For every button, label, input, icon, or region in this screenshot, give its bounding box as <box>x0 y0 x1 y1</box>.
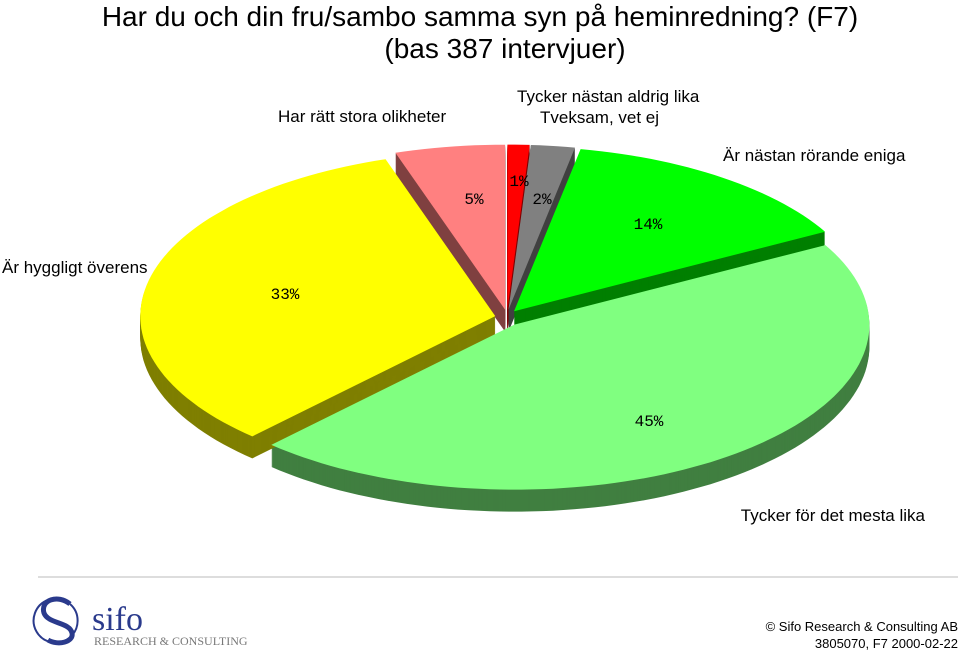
slice-category-label: Är hyggligt överens <box>2 258 148 277</box>
chart-title: Har du och din fru/sambo samma syn på he… <box>102 1 858 32</box>
slice-category-label: Tycker för det mesta lika <box>741 506 926 525</box>
slice-value-label: 5% <box>464 191 484 209</box>
slice <box>395 144 506 310</box>
slice-category-label: Har rätt stora olikheter <box>278 107 447 126</box>
copyright: © Sifo Research & Consulting AB <box>766 619 958 634</box>
logo-text: sifo <box>92 601 143 638</box>
logo-subtitle: RESEARCH & CONSULTING <box>94 634 248 648</box>
chart-subtitle: (bas 387 intervjuer) <box>384 33 625 64</box>
slice-value-label: 2% <box>532 191 552 209</box>
reference: 3805070, F7 2000-02-22 <box>815 636 958 651</box>
slice <box>271 245 870 490</box>
slice <box>514 149 826 312</box>
slice-value-label: 33% <box>271 286 300 304</box>
slice <box>508 145 575 310</box>
slice-value-label: 1% <box>509 173 529 191</box>
slice <box>140 159 496 437</box>
slice-category-label: Tveksam, vet ej <box>540 108 659 127</box>
slice-value-label: 45% <box>635 413 664 431</box>
slice-category-label: Är nästan rörande eniga <box>723 146 906 165</box>
slice <box>507 144 530 310</box>
logo-mark <box>32 596 79 646</box>
slice-category-label: Tycker nästan aldrig lika <box>517 87 700 106</box>
pie: Tycker nästan aldrig lika 1% Tveksam, vet … <box>2 87 926 525</box>
slice-value-label: 14% <box>634 216 663 234</box>
